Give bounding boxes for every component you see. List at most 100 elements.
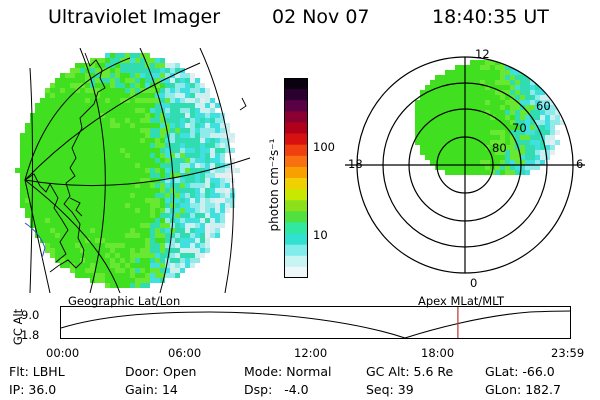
aurora-pixel — [470, 125, 475, 130]
aurora-pixel — [205, 88, 210, 93]
aurora-pixel — [230, 198, 235, 203]
aurora-pixel — [205, 158, 210, 163]
aurora-pixel — [160, 183, 165, 188]
aurora-pixel — [185, 98, 190, 103]
aurora-pixel — [65, 153, 70, 158]
aurora-pixel — [170, 123, 175, 128]
aurora-pixel — [25, 148, 30, 153]
aurora-pixel — [40, 178, 45, 183]
aurora-pixel — [155, 78, 160, 83]
aurora-pixel — [125, 93, 130, 98]
aurora-pixel — [510, 125, 515, 130]
aurora-pixel — [145, 183, 150, 188]
aurora-pixel — [180, 198, 185, 203]
aurora-pixel — [135, 193, 140, 198]
aurora-pixel — [120, 273, 125, 278]
aurora-pixel — [220, 123, 225, 128]
aurora-pixel — [40, 218, 45, 223]
aurora-pixel — [115, 93, 120, 98]
aurora-pixel — [435, 130, 440, 135]
colorbar-cell — [284, 133, 308, 146]
aurora-pixel — [170, 143, 175, 148]
aurora-pixel — [130, 283, 135, 288]
aurora-pixel — [140, 108, 145, 113]
aurora-pixel — [540, 100, 545, 105]
aurora-pixel — [180, 173, 185, 178]
aurora-pixel — [210, 123, 215, 128]
aurora-pixel — [180, 183, 185, 188]
aurora-pixel — [175, 103, 180, 108]
aurora-pixel — [475, 125, 480, 130]
aurora-pixel — [160, 88, 165, 93]
aurora-pixel — [205, 133, 210, 138]
aurora-pixel — [50, 93, 55, 98]
aurora-pixel — [35, 158, 40, 163]
aurora-pixel — [540, 145, 545, 150]
aurora-pixel — [165, 163, 170, 168]
aurora-pixel — [195, 158, 200, 163]
aurora-pixel — [155, 193, 160, 198]
aurora-pixel — [95, 273, 100, 278]
aurora-pixel — [520, 150, 525, 155]
aurora-pixel — [115, 223, 120, 228]
aurora-pixel — [205, 238, 210, 243]
aurora-pixel — [425, 100, 430, 105]
aurora-pixel — [20, 143, 25, 148]
aurora-pixel — [540, 80, 545, 85]
aurora-pixel — [135, 78, 140, 83]
aurora-pixel — [200, 123, 205, 128]
aurora-pixel — [115, 68, 120, 73]
aurora-pixel — [125, 268, 130, 273]
aurora-pixel — [150, 163, 155, 168]
aurora-pixel — [100, 208, 105, 213]
coastline — [24, 222, 46, 259]
aurora-pixel — [70, 118, 75, 123]
aurora-pixel — [80, 173, 85, 178]
aurora-pixel — [175, 258, 180, 263]
aurora-pixel — [210, 153, 215, 158]
aurora-pixel — [150, 138, 155, 143]
aurora-pixel — [180, 193, 185, 198]
aurora-pixel — [150, 208, 155, 213]
aurora-pixel — [175, 243, 180, 248]
aurora-pixel — [495, 100, 500, 105]
aurora-pixel — [140, 233, 145, 238]
aurora-pixel — [190, 98, 195, 103]
aurora-pixel — [500, 75, 505, 80]
aurora-pixel — [135, 93, 140, 98]
aurora-pixel — [170, 253, 175, 258]
aurora-pixel — [160, 213, 165, 218]
aurora-pixel — [200, 153, 205, 158]
aurora-pixel — [225, 178, 230, 183]
aurora-pixel — [145, 253, 150, 258]
aurora-pixel — [25, 203, 30, 208]
aurora-pixel — [135, 103, 140, 108]
aurora-pixel — [485, 170, 490, 175]
aurora-pixel — [90, 68, 95, 73]
aurora-pixel — [435, 140, 440, 145]
aurora-pixel — [35, 148, 40, 153]
aurora-pixel — [180, 103, 185, 108]
aurora-pixel — [105, 263, 110, 268]
colorbar-cell — [284, 200, 308, 212]
aurora-pixel — [120, 228, 125, 233]
aurora-pixel — [70, 128, 75, 133]
aurora-pixel — [150, 268, 155, 273]
aurora-pixel — [35, 108, 40, 113]
aurora-pixel — [80, 68, 85, 73]
aurora-pixel — [25, 208, 30, 213]
aurora-pixel — [200, 218, 205, 223]
aurora-pixel — [175, 178, 180, 183]
aurora-pixel — [170, 83, 175, 88]
aurora-pixel — [195, 123, 200, 128]
aurora-pixel — [120, 133, 125, 138]
aurora-pixel — [75, 98, 80, 103]
aurora-pixel — [130, 83, 135, 88]
aurora-pixel — [60, 133, 65, 138]
aurora-pixel — [205, 148, 210, 153]
aurora-pixel — [80, 88, 85, 93]
aurora-pixel — [95, 238, 100, 243]
aurora-pixel — [185, 188, 190, 193]
aurora-pixel — [160, 223, 165, 228]
aurora-pixel — [110, 78, 115, 83]
